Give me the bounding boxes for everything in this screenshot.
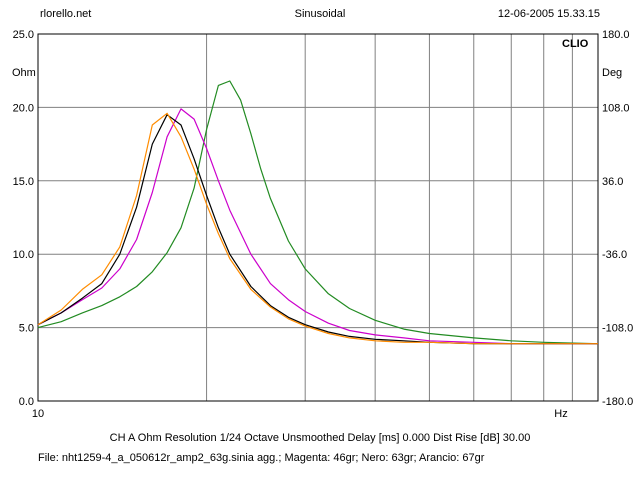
- y-tick-label: 0.0: [19, 396, 34, 408]
- y-tick-label: 5.0: [19, 323, 34, 335]
- file-info-line: File: nht1259-4_a_050612r_amp2_63g.sinia…: [38, 452, 485, 464]
- y2-axis-label: Deg: [602, 67, 622, 79]
- y-tick-label: 15.0: [13, 176, 34, 188]
- y-tick-label: 20.0: [13, 102, 34, 114]
- clio-brand-label: CLIO: [562, 38, 589, 50]
- y2-tick-label: 36.0: [602, 176, 623, 188]
- plot-frame: [37, 33, 599, 402]
- y2-tick-label: 108.0: [602, 102, 630, 114]
- y2-tick-label: -108.0: [602, 323, 633, 335]
- series-line: [37, 108, 598, 345]
- y-axis-label: Ohm: [12, 67, 36, 79]
- y2-tick-label: -180.0: [602, 396, 633, 408]
- header-mode-label: Sinusoidal: [294, 8, 346, 20]
- series-line: [37, 114, 598, 345]
- y2-tick-label: 180.0: [602, 29, 630, 41]
- header-site-label: rlorello.net: [40, 8, 92, 20]
- x-axis-label: Hz: [554, 408, 567, 420]
- y2-tick-label: -36.0: [602, 249, 627, 261]
- series-line: [37, 80, 599, 345]
- header-timestamp: 12-06-2005 15.33.15: [497, 8, 600, 20]
- x-tick-label: 10: [32, 408, 44, 420]
- y-tick-label: 10.0: [13, 249, 34, 261]
- y-tick-label: 25.0: [13, 29, 34, 41]
- measurement-settings-line: CH A Ohm Resolution 1/24 Octave Unsmooth…: [109, 432, 531, 444]
- series-line: [37, 112, 598, 345]
